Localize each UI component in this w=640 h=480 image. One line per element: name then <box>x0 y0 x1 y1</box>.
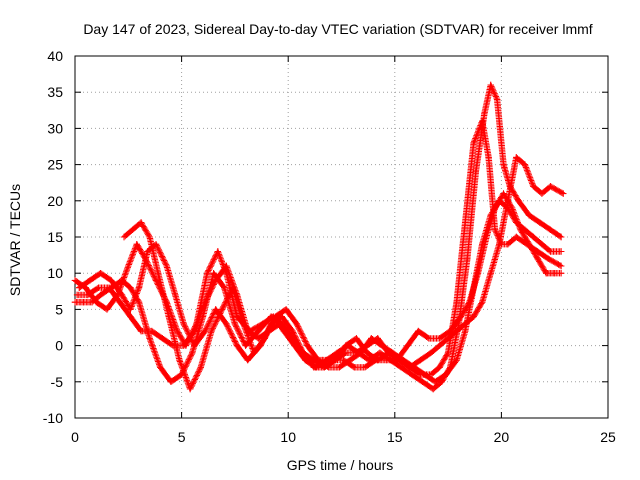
y-tick-label: 5 <box>55 301 63 317</box>
x-tick-label: 10 <box>280 429 296 445</box>
y-tick-label: -10 <box>43 410 63 426</box>
data-points <box>71 81 567 393</box>
series-markers <box>71 81 565 393</box>
y-tick-label: 35 <box>47 84 63 100</box>
chart-title: Day 147 of 2023, Sidereal Day-to-day VTE… <box>83 21 592 37</box>
y-tick-label: 0 <box>55 338 63 354</box>
y-tick-label: 15 <box>47 229 63 245</box>
y-tick-label: -5 <box>51 374 64 390</box>
series-5 <box>120 197 565 393</box>
y-tick-label: 10 <box>47 265 63 281</box>
x-tick-label: 20 <box>494 429 510 445</box>
x-tick-label: 0 <box>71 429 79 445</box>
series-1 <box>71 81 565 393</box>
y-tick-label: 30 <box>47 120 63 136</box>
y-tick-label: 25 <box>47 157 63 173</box>
x-tick-label: 15 <box>387 429 403 445</box>
x-tick-label: 25 <box>600 429 616 445</box>
y-tick-label: 20 <box>47 193 63 209</box>
y-tick-label: 40 <box>47 48 63 64</box>
series-markers <box>120 197 565 393</box>
x-tick-label: 5 <box>178 429 186 445</box>
y-axis-label: SDTVAR / TECUs <box>7 184 23 296</box>
axis-ticks: 0 5 10 15 20 25 -10 -5 0 5 10 15 20 25 30 35 40 <box>43 48 616 445</box>
x-axis-label: GPS time / hours <box>287 457 394 473</box>
